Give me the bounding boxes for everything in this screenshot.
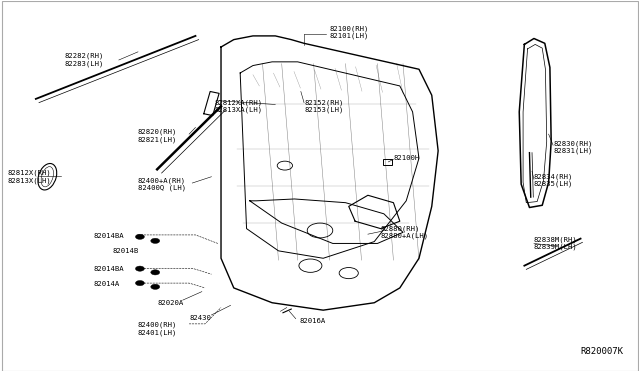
Text: 82812X(RH)
82813X(LH): 82812X(RH) 82813X(LH) xyxy=(7,170,51,184)
Text: 82100(RH)
82101(LH): 82100(RH) 82101(LH) xyxy=(330,25,369,39)
Text: 82834(RH)
82835(LH): 82834(RH) 82835(LH) xyxy=(534,173,573,187)
Text: 82830(RH)
82831(LH): 82830(RH) 82831(LH) xyxy=(553,140,593,154)
Text: 82400+A(RH)
82400Q (LH): 82400+A(RH) 82400Q (LH) xyxy=(138,177,186,191)
Text: 82820(RH)
82821(LH): 82820(RH) 82821(LH) xyxy=(138,129,177,143)
Text: 82014B: 82014B xyxy=(113,248,139,254)
Text: 82020A: 82020A xyxy=(157,300,184,306)
Text: 82400(RH)
82401(LH): 82400(RH) 82401(LH) xyxy=(138,322,177,336)
Circle shape xyxy=(136,280,145,286)
Text: 82100H: 82100H xyxy=(394,155,420,161)
Circle shape xyxy=(136,266,145,271)
Text: 82282(RH)
82283(LH): 82282(RH) 82283(LH) xyxy=(65,53,104,67)
Circle shape xyxy=(136,234,145,239)
Text: 82880(RH)
82880+A(LH): 82880(RH) 82880+A(LH) xyxy=(381,225,429,239)
Bar xyxy=(383,159,392,164)
Circle shape xyxy=(151,238,160,243)
Text: 82838M(RH)
82839M(LH): 82838M(RH) 82839M(LH) xyxy=(534,237,578,250)
Text: 82016A: 82016A xyxy=(300,318,326,324)
Text: 82014BA: 82014BA xyxy=(93,233,124,239)
Text: 82812XA(RH)
82813XA(LH): 82812XA(RH) 82813XA(LH) xyxy=(214,99,263,113)
Circle shape xyxy=(151,270,160,275)
Text: 82014A: 82014A xyxy=(93,281,120,287)
Circle shape xyxy=(151,284,160,289)
Text: 82430: 82430 xyxy=(189,315,211,321)
Text: R820007K: R820007K xyxy=(580,347,623,356)
Text: 82014BA: 82014BA xyxy=(93,266,124,272)
Text: 82152(RH)
82153(LH): 82152(RH) 82153(LH) xyxy=(304,99,344,113)
